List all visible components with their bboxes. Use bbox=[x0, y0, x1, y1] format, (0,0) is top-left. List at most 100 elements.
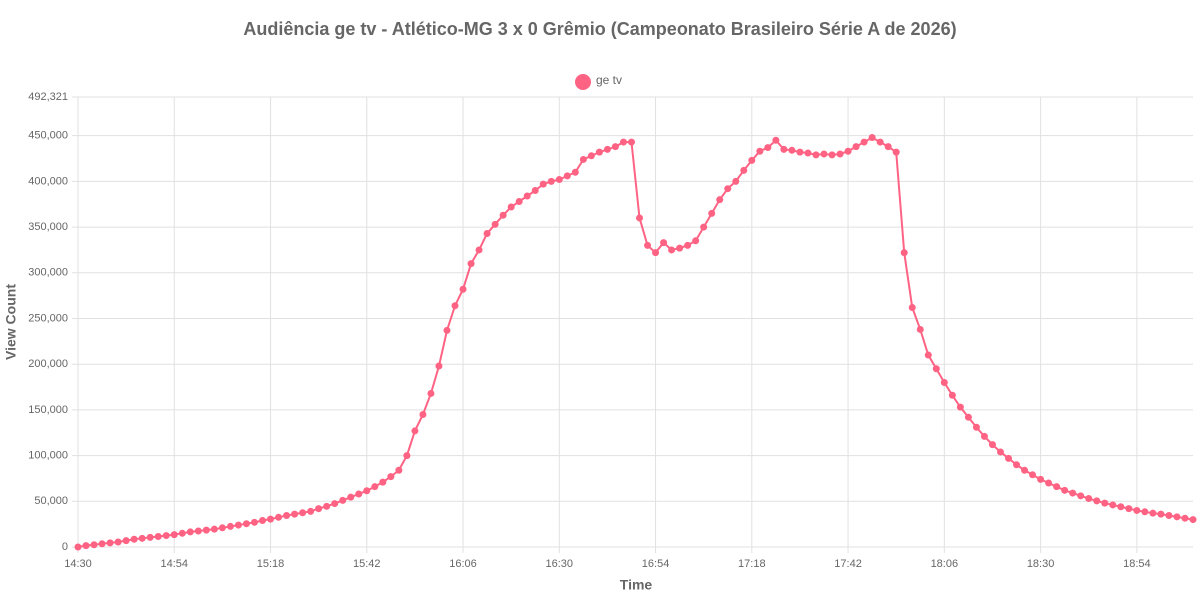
data-point bbox=[916, 325, 924, 333]
data-point bbox=[194, 527, 202, 535]
y-tick-label: 200,000 bbox=[28, 358, 68, 370]
data-point bbox=[603, 145, 611, 153]
data-point bbox=[475, 246, 483, 254]
data-point bbox=[427, 389, 435, 397]
data-point bbox=[122, 537, 130, 545]
data-point bbox=[980, 432, 988, 440]
data-point bbox=[627, 138, 635, 146]
data-point bbox=[387, 473, 395, 481]
y-tick-label: 150,000 bbox=[28, 404, 68, 416]
data-point bbox=[531, 187, 539, 195]
data-point bbox=[636, 214, 644, 222]
data-point bbox=[146, 533, 154, 541]
data-point bbox=[1085, 495, 1093, 503]
x-axis-title: Time bbox=[620, 577, 653, 593]
data-point bbox=[852, 143, 860, 151]
data-point bbox=[1077, 492, 1085, 500]
data-point bbox=[908, 304, 916, 312]
data-point bbox=[339, 496, 347, 504]
y-tick-label: 50,000 bbox=[34, 495, 68, 507]
data-point bbox=[996, 448, 1004, 456]
data-point bbox=[948, 391, 956, 399]
data-point bbox=[178, 529, 186, 537]
x-tick-label: 16:30 bbox=[546, 558, 574, 570]
data-point bbox=[611, 143, 619, 151]
y-tick-label: 400,000 bbox=[28, 175, 68, 187]
data-point bbox=[1173, 513, 1181, 521]
data-point bbox=[451, 302, 459, 310]
data-point bbox=[1005, 454, 1013, 462]
data-point bbox=[226, 522, 234, 530]
data-point bbox=[868, 134, 876, 142]
data-point bbox=[748, 156, 756, 164]
data-point bbox=[82, 542, 90, 550]
data-point bbox=[1109, 501, 1117, 509]
data-point bbox=[74, 543, 82, 551]
data-point bbox=[756, 147, 764, 155]
data-point bbox=[170, 531, 178, 539]
data-point bbox=[515, 197, 523, 205]
data-point bbox=[323, 502, 331, 510]
data-point bbox=[1189, 516, 1197, 524]
data-point bbox=[644, 241, 652, 249]
series-line bbox=[77, 136, 1194, 548]
data-point bbox=[579, 155, 587, 163]
data-point bbox=[812, 151, 820, 159]
data-point bbox=[764, 144, 772, 152]
data-point bbox=[1117, 503, 1125, 511]
data-point bbox=[547, 177, 555, 185]
data-point bbox=[299, 509, 307, 517]
data-point bbox=[307, 507, 315, 515]
x-tick-label: 18:54 bbox=[1123, 558, 1151, 570]
data-point bbox=[563, 172, 571, 180]
data-point bbox=[523, 192, 531, 200]
data-point bbox=[884, 143, 892, 151]
data-point bbox=[924, 351, 932, 359]
data-point bbox=[242, 520, 250, 528]
data-point bbox=[395, 466, 403, 474]
data-point bbox=[106, 539, 114, 547]
data-point bbox=[291, 510, 299, 518]
data-point bbox=[507, 203, 515, 211]
x-tick-label: 18:30 bbox=[1027, 558, 1055, 570]
data-point bbox=[900, 249, 908, 257]
data-point bbox=[315, 505, 323, 513]
data-point bbox=[1157, 510, 1165, 518]
data-point bbox=[892, 148, 900, 156]
data-point bbox=[499, 211, 507, 219]
data-point bbox=[267, 515, 275, 523]
data-point bbox=[571, 168, 579, 176]
data-point bbox=[555, 176, 563, 184]
data-point bbox=[1045, 479, 1053, 487]
data-point bbox=[250, 518, 258, 526]
data-point bbox=[379, 478, 387, 486]
data-point bbox=[820, 150, 828, 158]
data-point bbox=[539, 180, 547, 188]
data-point bbox=[363, 487, 371, 495]
x-tick-label: 15:42 bbox=[353, 558, 381, 570]
data-point bbox=[932, 365, 940, 373]
x-tick-label: 16:54 bbox=[642, 558, 670, 570]
data-point bbox=[652, 249, 660, 257]
data-point bbox=[788, 146, 796, 154]
data-point bbox=[876, 138, 884, 146]
chart-title: Audiência ge tv - Atlético-MG 3 x 0 Grêm… bbox=[243, 19, 956, 39]
data-point bbox=[130, 535, 138, 543]
data-point bbox=[1013, 461, 1021, 469]
data-point bbox=[491, 220, 499, 228]
data-point bbox=[972, 423, 980, 431]
x-tick-label: 17:42 bbox=[834, 558, 862, 570]
data-point bbox=[234, 521, 242, 529]
x-tick-label: 17:18 bbox=[738, 558, 766, 570]
data-point bbox=[162, 532, 170, 540]
data-point bbox=[780, 145, 788, 153]
data-point bbox=[403, 452, 411, 460]
data-point bbox=[692, 237, 700, 245]
data-point bbox=[724, 185, 732, 193]
data-point bbox=[828, 151, 836, 159]
data-point bbox=[154, 532, 162, 540]
data-point bbox=[964, 413, 972, 421]
data-point bbox=[740, 166, 748, 174]
data-point bbox=[1165, 511, 1173, 519]
